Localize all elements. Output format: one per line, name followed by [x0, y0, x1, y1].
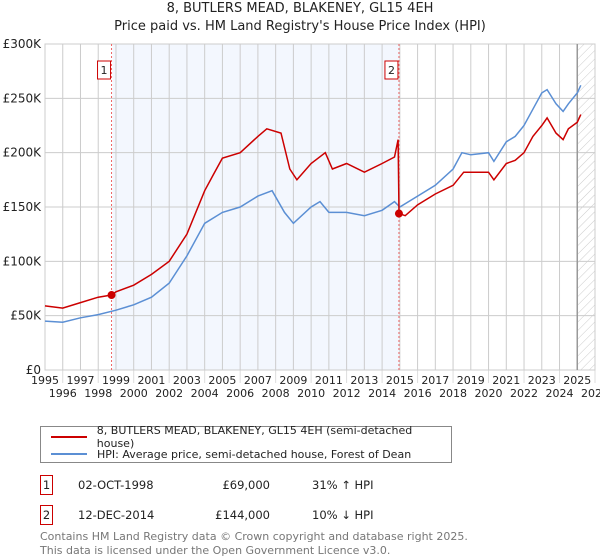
x-tick-label: 2026	[581, 387, 600, 400]
x-tick-label: 2002	[155, 387, 183, 400]
x-tick-label: 2025	[563, 374, 591, 387]
x-tick-label: 2010	[297, 387, 325, 400]
chart-title: 8, BUTLERS MEAD, BLAKENEY, GL15 4EH	[166, 1, 434, 16]
legend-item-hpi: HPI: Average price, semi-detached house,…	[51, 446, 411, 462]
x-tick-label: 1995	[31, 374, 59, 387]
legend-label: HPI: Average price, semi-detached house,…	[97, 447, 412, 461]
y-tick-label: £300K	[3, 37, 43, 51]
x-tick-label: 2023	[528, 374, 556, 387]
transaction-row: 1 02-OCT-1998 £69,000 31% ↑ HPI	[40, 475, 540, 495]
y-tick-label: £150K	[3, 200, 43, 214]
x-tick-label: 2015	[386, 374, 414, 387]
transaction-delta: 31% ↑ HPI	[312, 478, 374, 492]
x-tick-label: 2016	[404, 387, 432, 400]
hpi-series-line	[44, 84, 582, 323]
x-tick-label: 1999	[102, 374, 130, 387]
transaction-price: £144,000	[215, 508, 270, 522]
transaction-row: 2 12-DEC-2014 £144,000 10% ↓ HPI	[40, 505, 540, 525]
x-tick-label: 2021	[492, 374, 520, 387]
x-tick-label: 2007	[244, 374, 272, 387]
chart-subtitle: Price paid vs. HM Land Registry's House …	[114, 19, 486, 34]
legend-label: 8, BUTLERS MEAD, BLAKENEY, GL15 4EH (sem…	[96, 424, 413, 450]
footer-copyright: Contains HM Land Registry data © Crown c…	[40, 530, 468, 543]
x-tick-label: 2019	[457, 374, 485, 387]
x-tick-label: 2022	[510, 387, 538, 400]
x-tick-label: 2000	[120, 387, 148, 400]
legend: 8, BUTLERS MEAD, BLAKENEY, GL15 4EH (sem…	[40, 424, 452, 463]
marker-badge: 1	[40, 475, 53, 495]
x-tick-label: 2001	[137, 374, 165, 387]
y-tick-label: £50K	[10, 309, 42, 323]
property-series-line	[44, 114, 582, 309]
sale-point	[107, 291, 116, 300]
x-tick-label: 2020	[475, 387, 503, 400]
transaction-date: 12-DEC-2014	[78, 508, 155, 522]
x-tick-label: 2009	[279, 374, 307, 387]
legend-swatch-blue	[51, 453, 87, 455]
price-chart: 1995199619971998199920002001200220032004…	[3, 37, 600, 400]
transaction-date: 02-OCT-1998	[78, 478, 154, 492]
marker-badge: 2	[40, 505, 53, 525]
x-tick-label: 2005	[208, 374, 236, 387]
x-tick-label: 2003	[173, 374, 201, 387]
footer-licence: This data is licensed under the Open Gov…	[40, 544, 391, 557]
x-tick-label: 2018	[439, 387, 467, 400]
x-tick-label: 2008	[262, 387, 290, 400]
x-tick-label: 2024	[546, 387, 574, 400]
plot-border	[44, 43, 596, 371]
y-tick-label: £100K	[3, 254, 43, 268]
x-tick-label: 2017	[421, 374, 449, 387]
x-tick-label: 1997	[66, 374, 94, 387]
y-tick-label: £0	[26, 363, 41, 377]
transaction-price: £69,000	[222, 478, 270, 492]
legend-item-property: 8, BUTLERS MEAD, BLAKENEY, GL15 4EH (sem…	[51, 424, 451, 450]
transaction-delta: 10% ↓ HPI	[312, 508, 374, 522]
y-tick-label: £250K	[3, 91, 43, 105]
sale-point	[394, 209, 403, 218]
sale-label-box	[384, 60, 399, 80]
x-tick-label: 2014	[368, 387, 396, 400]
x-tick-label: 2012	[333, 387, 361, 400]
y-tick-label: £200K	[3, 146, 43, 160]
x-tick-label: 2004	[191, 387, 219, 400]
x-tick-label: 2006	[226, 387, 254, 400]
x-tick-label: 2011	[315, 374, 343, 387]
legend-swatch-red	[51, 436, 87, 438]
x-tick-label: 1998	[84, 387, 112, 400]
x-tick-label: 1996	[49, 387, 77, 400]
x-tick-label: 2013	[350, 374, 378, 387]
sale-label-box	[97, 60, 112, 80]
sale-label: 2	[388, 64, 395, 77]
sale-label: 1	[101, 64, 108, 77]
